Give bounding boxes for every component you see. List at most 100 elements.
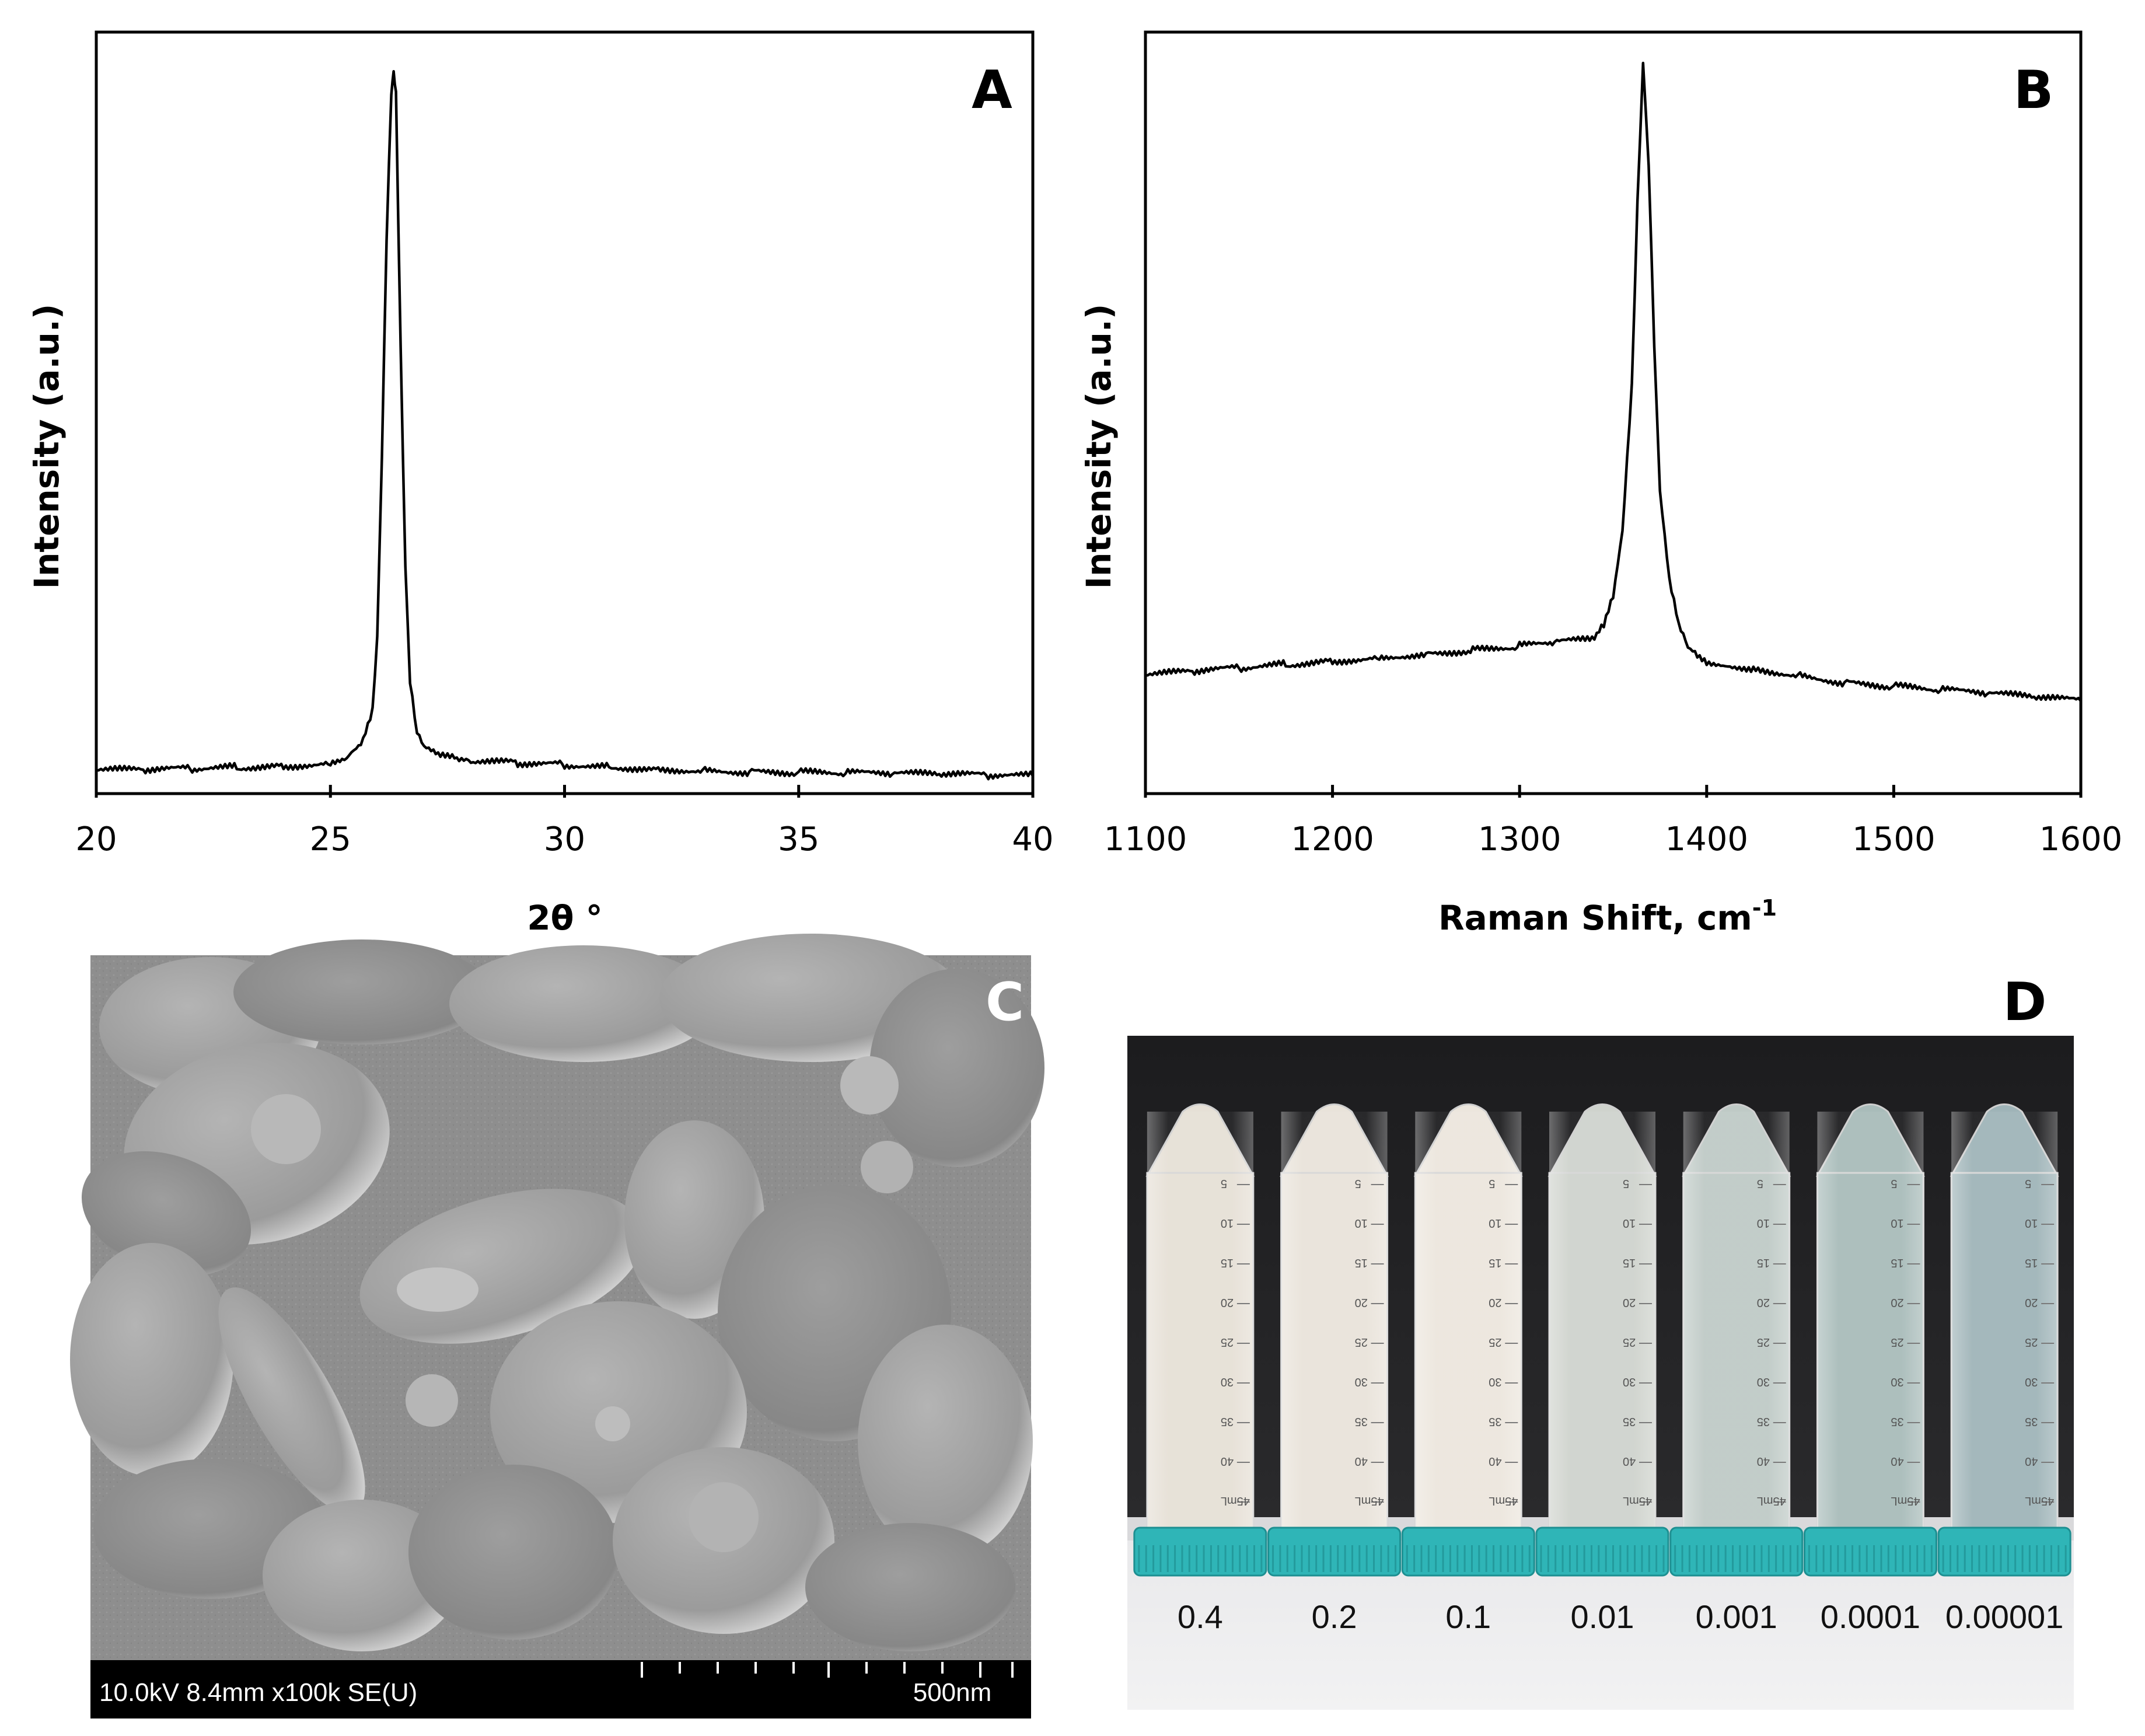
tube-graduation-label: 25 — [1489, 1336, 1501, 1349]
panel-d-label: D — [2003, 972, 2047, 1033]
tube-graduation-label: 45mL — [1355, 1494, 1384, 1507]
tube-glass-highlight — [1817, 1112, 1924, 1528]
panel-a-x-tick-label: 30 — [544, 820, 585, 858]
tube-graduation-label: 45mL — [2025, 1494, 2054, 1507]
sem-particle — [408, 1465, 619, 1640]
tube-glass-highlight — [1281, 1112, 1388, 1528]
tube-graduation-label: 25 — [1757, 1336, 1770, 1349]
tube-graduation-label: 45mL — [1221, 1494, 1250, 1507]
centrifuge-tube: 5 10 15 20 25 30 35 40 45mL 0.2 — [1267, 1103, 1402, 1635]
centrifuge-tube: 5 10 15 20 25 30 35 40 45mL 0.0001 — [1803, 1103, 1937, 1635]
centrifuge-tube: 5 10 15 20 25 30 35 40 45mL 0.001 — [1669, 1103, 1804, 1635]
tube-glass-highlight — [1951, 1112, 2058, 1528]
sem-particle — [840, 1056, 899, 1115]
tube-graduation-label: 15 — [2025, 1256, 2038, 1269]
tube-graduation-label: 35 — [1221, 1415, 1234, 1428]
tube-graduation-label: 5 — [1757, 1177, 1763, 1190]
tube-graduation-label: 15 — [1489, 1256, 1501, 1269]
panel-b-x-axis-label: Raman Shift, cm-1 — [1438, 895, 1777, 938]
panel-a-x-tick-label: 20 — [75, 820, 117, 858]
tube-graduation-label: 15 — [1623, 1256, 1636, 1269]
tube-graduation-label: 5 — [1355, 1177, 1361, 1190]
panel-b: 1100 1200 1300 1400 1500 1600 B Intensity (a.… — [1079, 30, 2123, 938]
tube-graduation-label: 15 — [1757, 1256, 1770, 1269]
panel-c-label: C — [986, 972, 1024, 1033]
tube-graduation-label: 10 — [1355, 1217, 1368, 1229]
tube-graduation-label: 20 — [2025, 1296, 2038, 1309]
panel-b-x-tick-label: 1400 — [1665, 820, 1749, 858]
tube-concentration-label: 0.2 — [1312, 1598, 1357, 1635]
tube-graduation-label: 30 — [1489, 1375, 1501, 1388]
tube-graduation-label: 20 — [1891, 1296, 1903, 1309]
tube-graduation-label: 35 — [1489, 1415, 1501, 1428]
tube-graduation-label: 25 — [1221, 1336, 1234, 1349]
centrifuge-tube: 5 10 15 20 25 30 35 40 45mL 0.4 — [1133, 1103, 1267, 1635]
sem-particle — [81, 1151, 251, 1277]
tube-graduation-label: 35 — [1757, 1415, 1770, 1428]
tube-concentration-label: 0.0001 — [1821, 1598, 1920, 1635]
tube-glass-highlight — [1415, 1112, 1522, 1528]
tube-graduation-label: 5 — [2025, 1177, 2031, 1190]
tube-graduation-label: 40 — [1221, 1455, 1234, 1468]
tube-graduation-label: 45mL — [1891, 1494, 1920, 1507]
panel-b-x-ticks: 1100 1200 1300 1400 1500 1600 — [1104, 785, 2123, 858]
panel-b-x-tick-label: 1600 — [2039, 820, 2123, 858]
tube-graduation-label: 30 — [1355, 1375, 1368, 1388]
tube-graduation-label: 10 — [1891, 1217, 1903, 1229]
tube-graduation-label: 30 — [1623, 1375, 1636, 1388]
sem-particle — [233, 939, 490, 1045]
tube-graduation-label: 30 — [1221, 1375, 1234, 1388]
panel-d: D 5 10 15 20 25 30 35 40 45mL 0.4 5 10 15 20 25 30 35 40 4… — [1127, 972, 2074, 1710]
sem-particle — [397, 1267, 478, 1312]
tube-graduation-label: 45mL — [1757, 1494, 1786, 1507]
tube-graduation-label: 15 — [1355, 1256, 1368, 1269]
tube-graduation-label: 5 — [1623, 1177, 1629, 1190]
sem-particle — [805, 1523, 1015, 1651]
sem-particle — [218, 1287, 365, 1514]
tube-concentration-label: 0.1 — [1445, 1598, 1491, 1635]
tube-concentration-label: 0.001 — [1696, 1598, 1777, 1635]
tube-graduation-label: 35 — [2025, 1415, 2038, 1428]
sem-scale-bar — [641, 1662, 1014, 1678]
tube-graduation-label: 45mL — [1623, 1494, 1652, 1507]
tube-graduation-label: 10 — [1757, 1217, 1770, 1229]
sem-particle — [251, 1094, 321, 1164]
panel-b-x-tick-label: 1500 — [1852, 820, 1936, 858]
panel-a-plot-frame — [95, 30, 1035, 795]
centrifuge-tube: 5 10 15 20 25 30 35 40 45mL 0.01 — [1535, 1103, 1669, 1635]
panel-a-x-ticks: 20 25 30 35 40 — [75, 785, 1054, 858]
panel-a-x-tick-label: 25 — [310, 820, 351, 858]
tube-graduation-label: 20 — [1757, 1296, 1770, 1309]
tube-graduation-label: 30 — [1757, 1375, 1770, 1388]
tube-graduation-label: 5 — [1489, 1177, 1495, 1190]
tube-graduation-label: 20 — [1623, 1296, 1636, 1309]
tube-row: 5 10 15 20 25 30 35 40 45mL 0.4 5 10 15 20 25 30 35 40 45m… — [1133, 1103, 2071, 1635]
tube-graduation-label: 25 — [1891, 1336, 1903, 1349]
tube-graduation-label: 20 — [1355, 1296, 1368, 1309]
tube-graduation-label: 45mL — [1489, 1494, 1518, 1507]
tube-graduation-label: 10 — [1623, 1217, 1636, 1229]
panel-a-x-tick-label: 40 — [1012, 820, 1053, 858]
panel-b-x-tick-label: 1100 — [1104, 820, 1187, 858]
tube-graduation-label: 5 — [1891, 1177, 1897, 1190]
tube-graduation-label: 10 — [1221, 1217, 1234, 1229]
centrifuge-tube: 5 10 15 20 25 30 35 40 45mL 0.1 — [1401, 1103, 1535, 1635]
tube-graduation-label: 15 — [1221, 1256, 1234, 1269]
sem-info-text: 10.0kV 8.4mm x100k SE(U) — [99, 1678, 417, 1707]
tube-graduation-label: 35 — [1891, 1415, 1903, 1428]
tube-graduation-label: 30 — [2025, 1375, 2038, 1388]
tube-glass-highlight — [1683, 1112, 1790, 1528]
tube-graduation-label: 40 — [1623, 1455, 1636, 1468]
tube-concentration-label: 0.00001 — [1945, 1598, 2063, 1635]
sem-particle — [595, 1406, 630, 1441]
panel-b-x-axis-label-superscript: -1 — [1752, 895, 1777, 921]
panel-a-x-axis-label: 2θ ° — [527, 898, 602, 938]
sem-scale-label: 500nm — [913, 1678, 992, 1707]
panel-a-x-tick-label: 35 — [778, 820, 819, 858]
sem-particle — [689, 1482, 759, 1552]
panel-b-plot-frame — [1144, 30, 2083, 795]
tube-graduation-label: 20 — [1221, 1296, 1234, 1309]
tube-graduation-label: 25 — [2025, 1336, 2038, 1349]
tube-graduation-label: 10 — [2025, 1217, 2038, 1229]
panel-b-label: B — [2014, 60, 2054, 121]
